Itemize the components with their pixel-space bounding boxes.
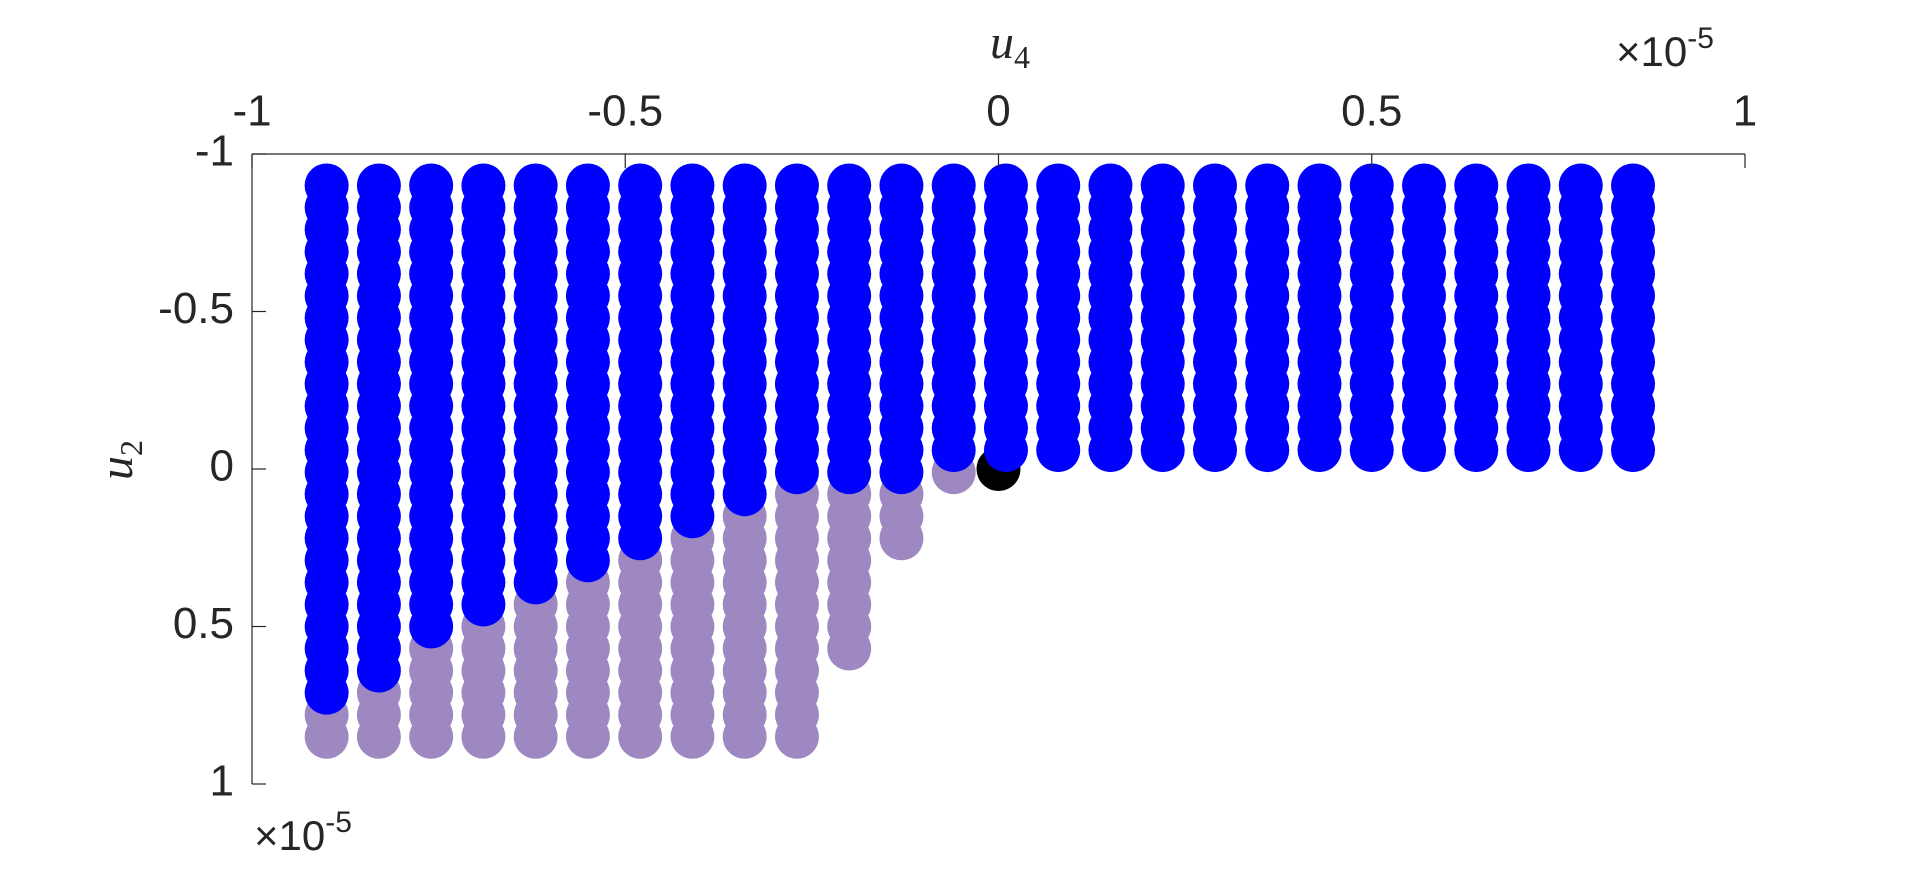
y-multiplier: ×10-5 — [254, 806, 352, 859]
y-tick-label: 0 — [210, 442, 234, 491]
y-tick-label: -1 — [195, 127, 234, 176]
x-multiplier: ×10-5 — [1616, 22, 1714, 75]
point — [774, 714, 819, 759]
x-tick-label: -1 — [232, 87, 271, 136]
point — [1297, 428, 1342, 473]
point — [879, 516, 924, 561]
x-axis-label-subscript: 4 — [1014, 39, 1030, 75]
point — [304, 714, 349, 759]
y-axis-label-base: u — [90, 456, 143, 480]
point — [670, 714, 715, 759]
point — [774, 450, 819, 495]
point — [983, 428, 1028, 473]
point — [513, 714, 558, 759]
point — [356, 648, 401, 693]
points — [304, 163, 1656, 759]
point — [461, 714, 506, 759]
point — [1349, 428, 1394, 473]
x-multiplier-base: ×10 — [1616, 28, 1687, 75]
y-multiplier-base: ×10 — [254, 812, 325, 859]
point — [1192, 428, 1237, 473]
point — [356, 714, 401, 759]
point — [1088, 428, 1133, 473]
point — [1402, 428, 1447, 473]
point — [1558, 428, 1603, 473]
x-axis-label-base: u — [990, 16, 1014, 69]
point — [1140, 428, 1185, 473]
y-tick-label: 0.5 — [173, 599, 234, 648]
point — [618, 714, 663, 759]
point — [1036, 428, 1081, 473]
x-tick-label: 1 — [1733, 87, 1757, 136]
y-multiplier-exponent: -5 — [325, 806, 352, 839]
point — [409, 604, 454, 649]
point — [304, 670, 349, 715]
y-axis-label: u2 — [90, 440, 149, 480]
point — [1245, 428, 1290, 473]
point — [565, 538, 610, 583]
y-axis-label-subscript: 2 — [113, 440, 149, 456]
point — [1506, 428, 1551, 473]
y-tick-label: -0.5 — [158, 284, 234, 333]
x-tick-label: -0.5 — [587, 87, 663, 136]
point — [461, 582, 506, 627]
point — [670, 494, 715, 539]
point — [879, 450, 924, 495]
y-tick-label: 1 — [210, 757, 234, 806]
point — [827, 626, 872, 671]
point — [565, 714, 610, 759]
point — [1454, 428, 1499, 473]
point — [409, 714, 454, 759]
point — [722, 472, 767, 517]
point — [1611, 428, 1656, 473]
point — [513, 560, 558, 605]
point — [722, 714, 767, 759]
point — [618, 516, 663, 561]
x-axis-label: u4 — [990, 16, 1030, 75]
x-multiplier-exponent: -5 — [1687, 22, 1714, 55]
point — [827, 450, 872, 495]
point — [931, 428, 976, 473]
x-tick-label: 0.5 — [1341, 87, 1402, 136]
x-tick-label: 0 — [986, 87, 1010, 136]
